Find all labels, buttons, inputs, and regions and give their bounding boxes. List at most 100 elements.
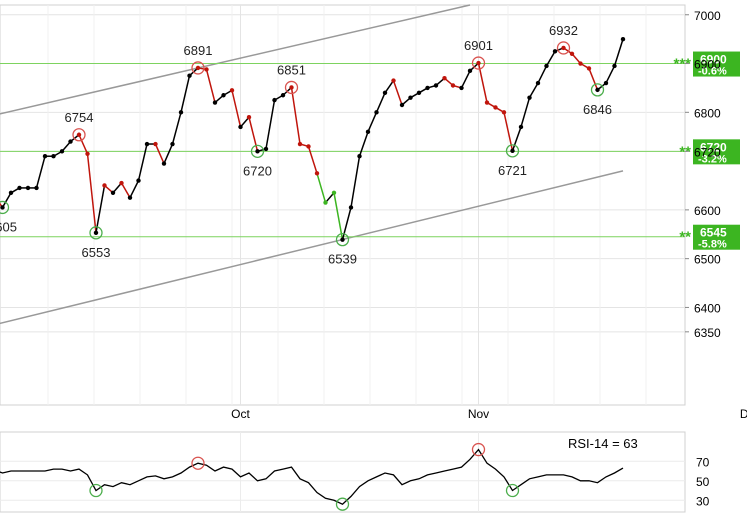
price-point bbox=[408, 95, 413, 100]
swing-label: 6605 bbox=[0, 219, 17, 234]
price-point bbox=[102, 183, 107, 188]
price-point bbox=[17, 185, 22, 191]
price-point bbox=[93, 230, 99, 236]
price-point bbox=[425, 85, 430, 91]
price-segment bbox=[392, 80, 403, 106]
price-segment bbox=[537, 65, 548, 84]
price-point bbox=[187, 73, 192, 78]
x-tick-label: Dec bbox=[740, 407, 747, 421]
price-point bbox=[161, 161, 167, 166]
price-segment bbox=[137, 143, 148, 181]
price-segment bbox=[375, 92, 386, 113]
price-point bbox=[561, 45, 566, 51]
price-segment bbox=[163, 143, 174, 164]
price-segment bbox=[154, 143, 165, 164]
price-point bbox=[229, 88, 235, 93]
swing-label: 6553 bbox=[82, 245, 111, 260]
price-segment bbox=[120, 182, 131, 199]
price-point bbox=[153, 141, 158, 147]
price-segment bbox=[95, 185, 106, 233]
swing-label: 6932 bbox=[549, 23, 578, 38]
price-point bbox=[8, 190, 14, 196]
level-badge bbox=[693, 224, 740, 250]
price-point bbox=[238, 124, 243, 130]
y-tick-label: 6350 bbox=[694, 326, 721, 340]
price-segment bbox=[545, 50, 556, 67]
x-tick-label: Nov bbox=[468, 407, 489, 421]
price-point bbox=[289, 85, 294, 90]
time-axis: Oct Nov Dec bbox=[231, 407, 747, 421]
price-point bbox=[34, 185, 39, 191]
swing-marker bbox=[72, 128, 86, 142]
price-point bbox=[85, 151, 90, 156]
price-segment bbox=[307, 146, 318, 174]
price-segment bbox=[605, 65, 616, 84]
price-point bbox=[306, 144, 311, 149]
price-segment bbox=[231, 90, 242, 128]
price-point bbox=[195, 65, 201, 71]
y-tick-label: 6400 bbox=[694, 301, 721, 315]
swing-label: 6891 bbox=[184, 43, 213, 58]
price-point bbox=[323, 200, 328, 205]
price-point bbox=[433, 83, 439, 88]
swing-label: 6754 bbox=[65, 110, 94, 125]
price-segment bbox=[1, 192, 12, 208]
rsi-swing-marker bbox=[335, 497, 350, 511]
swing-marker bbox=[335, 232, 350, 247]
swing-label: 6539 bbox=[328, 252, 357, 267]
level-stars: *** bbox=[673, 56, 691, 73]
price-point bbox=[552, 49, 558, 54]
price-segment bbox=[350, 156, 361, 208]
price-point bbox=[255, 149, 260, 154]
price-segment bbox=[290, 87, 301, 145]
price-segment bbox=[358, 131, 369, 157]
price-segment bbox=[129, 180, 140, 199]
price-point bbox=[510, 148, 515, 154]
rsi-panel: RSI-14 = 63 30 50 70 bbox=[0, 431, 710, 513]
price-segment bbox=[477, 62, 488, 103]
price-axis: 6350 6400 6500 6600 6720 6800 6900 7000 bbox=[685, 9, 721, 340]
level-value: 6720 bbox=[700, 140, 727, 154]
swing-marker bbox=[191, 61, 205, 75]
level-stars: ** bbox=[679, 229, 691, 246]
price-point bbox=[348, 205, 354, 210]
price-point bbox=[0, 205, 5, 210]
price-point bbox=[297, 141, 303, 147]
price-point bbox=[476, 60, 481, 66]
price-point bbox=[212, 100, 218, 105]
x-tick-label: Oct bbox=[231, 407, 250, 421]
trend-line bbox=[0, 170, 624, 325]
rsi-title: RSI-14 = 63 bbox=[568, 436, 638, 451]
y-tick-label: 6900 bbox=[694, 58, 721, 72]
price-point bbox=[578, 61, 583, 66]
price-segment bbox=[78, 134, 89, 155]
rsi-tick-label: 50 bbox=[696, 475, 710, 489]
price-point bbox=[535, 80, 541, 86]
swing-point-markers: 6605 6754 6553 6891 6720 6851 6539 6901 6721 6932… bbox=[0, 23, 612, 267]
price-segment bbox=[171, 112, 182, 145]
swing-marker bbox=[505, 144, 520, 158]
price-point bbox=[59, 149, 65, 154]
price-point bbox=[42, 154, 48, 159]
price-point bbox=[331, 190, 337, 196]
level-percent: -5.8% bbox=[698, 239, 727, 251]
price-segment bbox=[367, 112, 378, 133]
price-segment bbox=[528, 82, 539, 99]
price-segment bbox=[205, 69, 216, 103]
price-point bbox=[25, 185, 31, 191]
main-plot-grid bbox=[0, 4, 686, 406]
y-tick-label: 6720 bbox=[694, 145, 721, 159]
swing-label: 6720 bbox=[243, 163, 272, 178]
swing-marker bbox=[89, 226, 103, 240]
price-point bbox=[263, 146, 269, 152]
trend-channel bbox=[0, 4, 624, 325]
price-point bbox=[501, 110, 507, 115]
price-point bbox=[527, 95, 532, 100]
price-point bbox=[119, 180, 124, 186]
price-point bbox=[68, 139, 73, 144]
price-point bbox=[272, 97, 277, 103]
price-point bbox=[586, 66, 592, 71]
price-point bbox=[399, 102, 405, 108]
level-value: 6545 bbox=[700, 226, 727, 240]
